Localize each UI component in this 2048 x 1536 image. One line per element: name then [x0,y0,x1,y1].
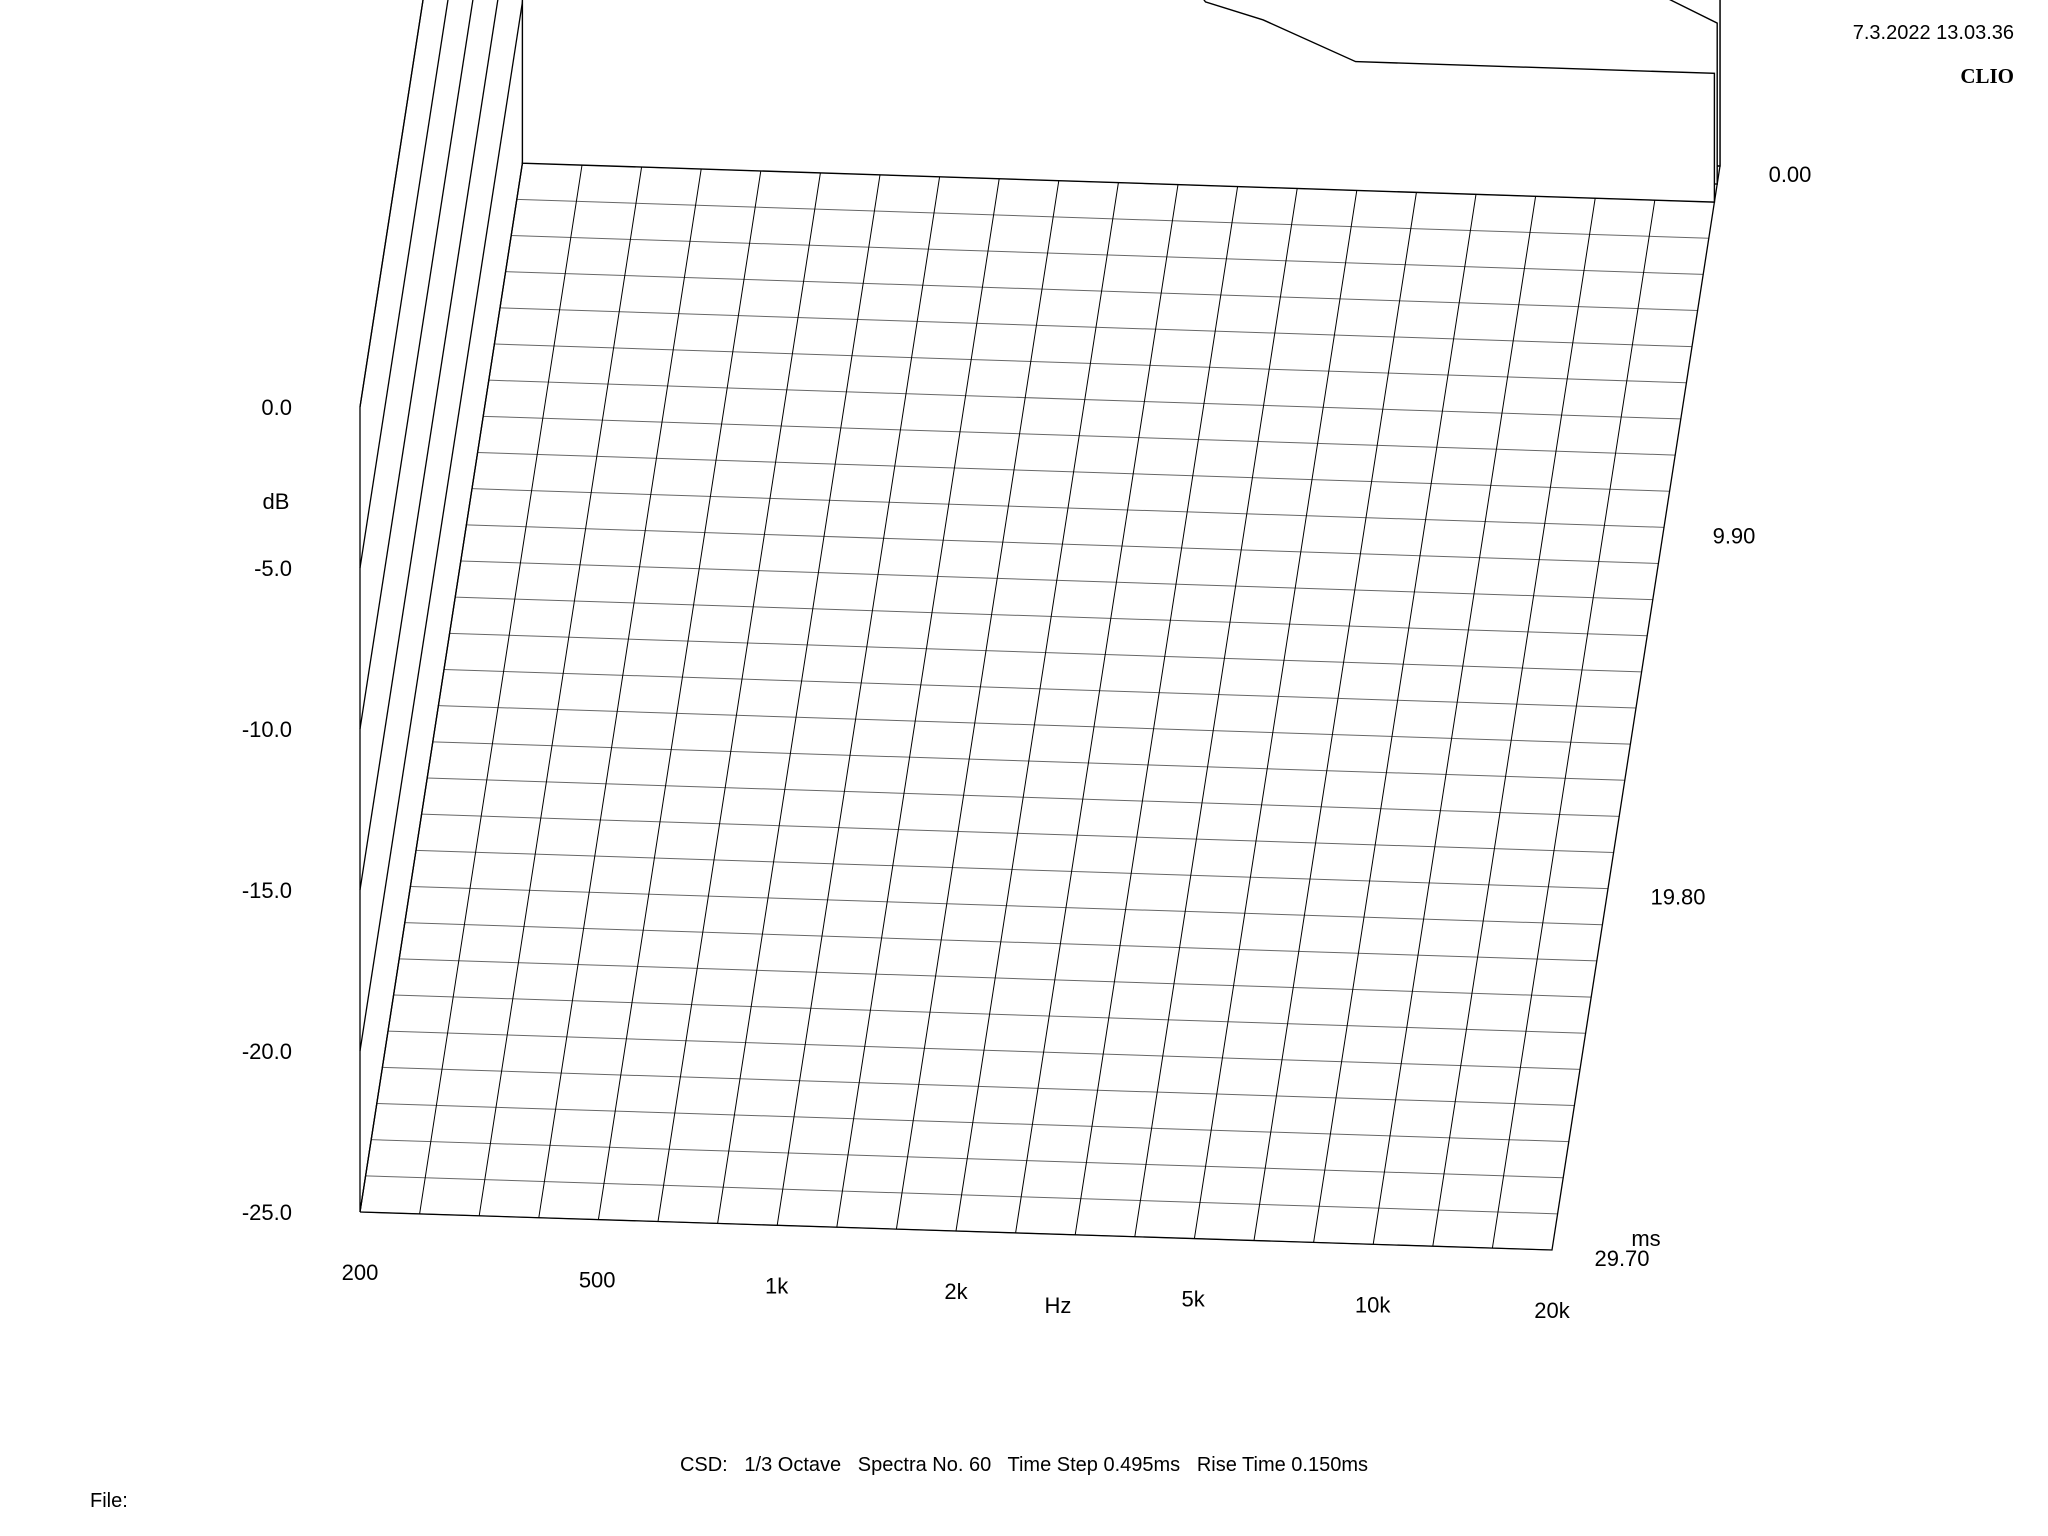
y-tick-label: -10.0 [242,717,292,742]
x-tick-label: 500 [579,1268,616,1293]
y-gridline [359,0,524,1052]
floor-time-line [516,198,1709,239]
x-axis-label: Hz [1045,1293,1072,1318]
z-tick-label: 9.90 [1713,523,1756,548]
left-wall [359,0,529,1213]
axis-labels: 0.0 -5.0 -10.0 -15.0 -20.0 -25.0 200 500 1k 2k 5k 1… [242,162,1812,1323]
floor-time-line [399,958,1592,998]
floor-time-line [449,632,1642,673]
file-label: File: [90,1490,128,1512]
floor-time-line [471,488,1665,528]
floor-time-line [376,1103,1569,1143]
floor-time-line [404,922,1597,962]
spectra-group [521,0,1721,203]
floor-time-line [382,1066,1575,1106]
spectrum-line [521,0,1716,203]
y-gridline [359,0,449,569]
y-gridline [359,0,474,730]
floor-time-line [421,813,1614,854]
x-tick-label: 5k [1182,1287,1206,1312]
floor-time-line [466,524,1659,564]
y-tick-label: -5.0 [254,556,292,581]
z-axis-label: ms [1631,1226,1660,1251]
x-tick-label: 1k [765,1273,789,1298]
floor-time-line [443,669,1637,709]
csd-settings: CSD: 1/3 Octave Spectra No. 60 Time Step… [679,1454,1369,1476]
floor-time-line [455,596,1648,637]
y-tick-label: -25.0 [242,1200,292,1225]
floor-time-line [499,307,1693,348]
floor-time-line [371,1139,1564,1179]
floor-time-line [488,379,1681,420]
z-tick-label: 19.80 [1650,885,1705,910]
x-tick-label: 2k [944,1279,968,1304]
floor-time-line [438,705,1631,745]
y-tick-label: -20.0 [242,1039,292,1064]
floor-time-line [483,415,1676,456]
floor-time-line [387,1030,1581,1070]
floor-time-line [359,1211,1553,1251]
floor-time-line [511,235,1704,275]
z-tick-label: 0.00 [1769,162,1812,187]
floor-time-line [393,994,1586,1034]
z-tick-label: 29.70 [1594,1246,1649,1271]
floor-time-line [460,560,1653,601]
timestamp: 7.3.2022 13.03.36 [1852,22,2014,44]
floor-time-line [494,343,1687,384]
floor-time-line [432,741,1625,781]
x-tick-label: 20k [1534,1298,1570,1323]
x-tick-label: 200 [342,1260,379,1285]
y-tick-label: -15.0 [242,878,292,903]
x-tick-label: 10k [1355,1292,1391,1317]
y-axis-label: dB [263,489,290,514]
floor-time-line [415,849,1609,890]
floor-time-line [427,777,1620,817]
brand-logo-text: CLIO [1960,64,2014,88]
floor-time-line [365,1175,1558,1215]
floor-time-line [505,271,1698,312]
y-tick-label: 0.0 [261,395,292,420]
y-gridline [359,0,424,408]
plot-floor-grid [359,126,1721,1251]
y-gridline [359,0,499,891]
floor-time-line [477,452,1670,492]
floor-time-line [410,886,1603,926]
